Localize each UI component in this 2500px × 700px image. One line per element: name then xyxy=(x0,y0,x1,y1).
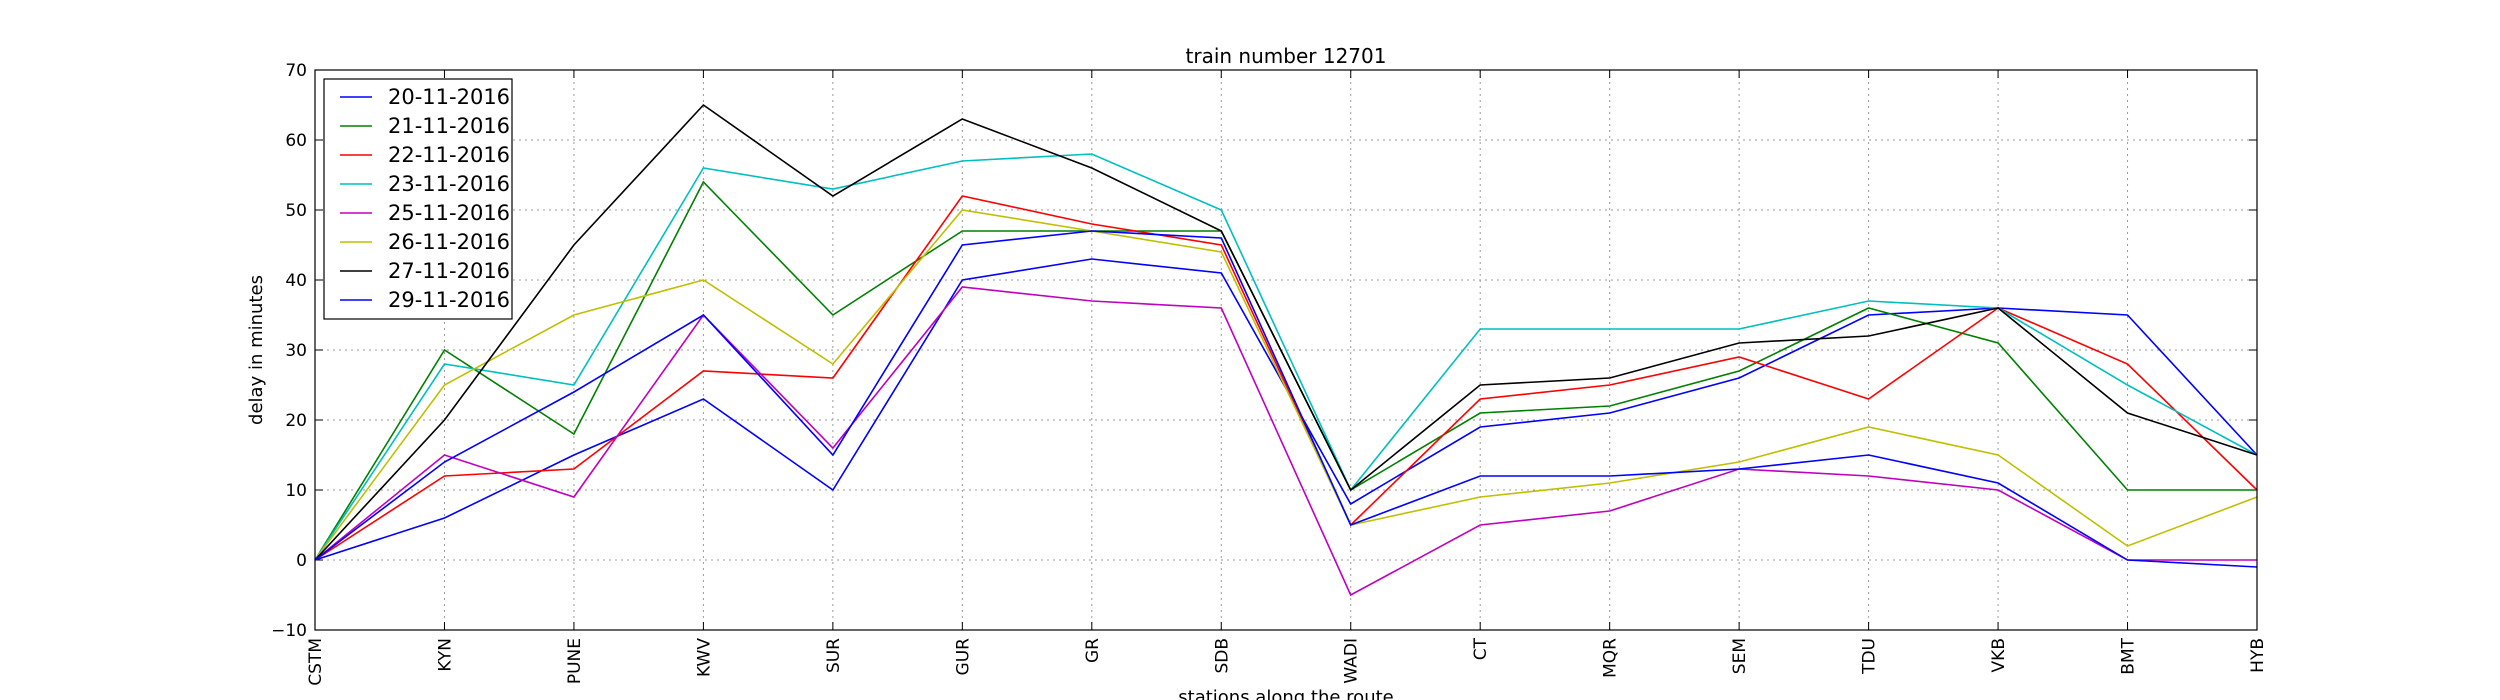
x-tick-labels: CSTM KYN PUNE KWV SUR GUR GR SDB WADI CT MQR SEM TDU… xyxy=(306,637,2268,685)
x-tick-label: SDB xyxy=(1212,638,1232,674)
x-tick-label: TDU xyxy=(1860,638,1880,675)
x-tick-label: MQR xyxy=(1601,638,1621,678)
series-line-20-11-2016 xyxy=(314,258,2258,561)
x-tick-label: SUR xyxy=(824,638,844,673)
y-tick-label: 0 xyxy=(296,551,307,571)
x-axis-label: stations along the route xyxy=(1178,687,1393,700)
series-line-27-11-2016 xyxy=(314,103,2258,561)
x-tick-label: CT xyxy=(1471,637,1491,660)
legend-entry: 22-11-2016 xyxy=(388,143,510,167)
series-line-25-11-2016 xyxy=(314,286,2257,597)
series-line-21-11-2016 xyxy=(314,180,2257,561)
x-tick-label: SEM xyxy=(1730,638,1750,674)
chart-title: train number 12701 xyxy=(1186,44,1387,68)
legend-entry: 27-11-2016 xyxy=(388,259,510,283)
series-line-29-11-2016 xyxy=(314,230,2258,568)
x-tick-label: BMT xyxy=(2119,637,2139,674)
y-tick-label: 50 xyxy=(285,201,307,221)
series-line-23-11-2016 xyxy=(314,153,2258,561)
plot-frame xyxy=(314,69,2258,631)
y-tick-labels: −10 0 10 20 30 40 50 60 70 xyxy=(271,61,307,641)
y-tick-label: 40 xyxy=(285,271,307,291)
x-tick-label: HYB xyxy=(2248,638,2268,673)
legend-entry: 25-11-2016 xyxy=(388,201,510,225)
x-tick-label: VKB xyxy=(1989,638,2009,672)
x-tick-label: KYN xyxy=(435,638,455,672)
x-tick-label: WADI xyxy=(1342,638,1362,684)
x-tick-label: PUNE xyxy=(565,638,585,684)
x-tick-label: CSTM xyxy=(306,638,326,686)
x-tick-label: KWV xyxy=(694,638,714,677)
legend-entry: 21-11-2016 xyxy=(388,114,510,138)
y-tick-label: 10 xyxy=(285,481,307,501)
x-tick-label: GR xyxy=(1083,638,1103,663)
y-tick-label: 70 xyxy=(285,61,307,81)
legend-entry: 20-11-2016 xyxy=(388,85,510,109)
legend-entry: 23-11-2016 xyxy=(388,172,510,196)
legend-entry: 26-11-2016 xyxy=(388,230,510,254)
y-axis-label: delay in minutes xyxy=(246,275,267,425)
legend-box xyxy=(323,78,513,320)
x-tick-label: GUR xyxy=(953,638,973,676)
series-line-22-11-2016 xyxy=(314,195,2258,561)
legend: 20-11-2016 21-11-2016 22-11-2016 23-11-2016… xyxy=(323,78,513,320)
y-tick-label: 20 xyxy=(285,411,307,431)
series-lines xyxy=(314,103,2258,597)
y-tick-label: 30 xyxy=(285,341,307,361)
legend-entry: 29-11-2016 xyxy=(388,288,510,312)
y-tick-label: 60 xyxy=(285,131,307,151)
series-line-26-11-2016 xyxy=(314,209,2258,561)
y-tick-label: −10 xyxy=(271,621,307,641)
